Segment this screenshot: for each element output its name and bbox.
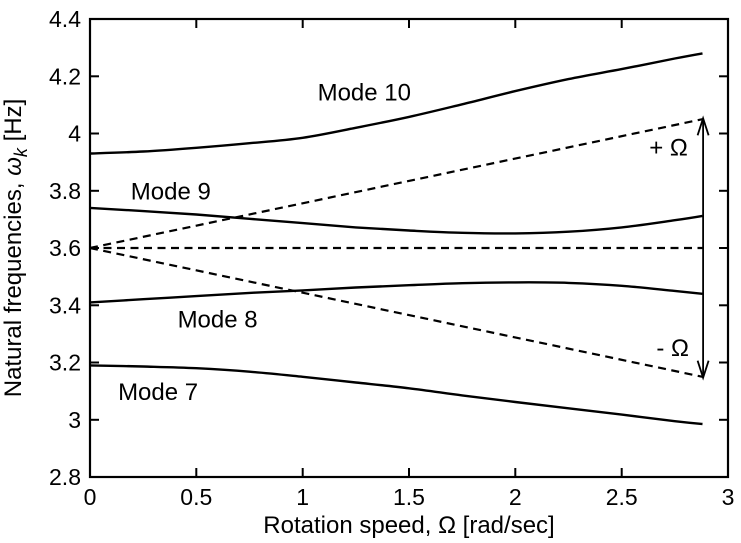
curve-mode-7 xyxy=(89,364,703,426)
annotation-mode-9: Mode 9 xyxy=(131,178,211,205)
y-tick-label-3.8: 3.8 xyxy=(49,178,81,204)
y-axis-label: Natural frequencies, ωk [Hz] xyxy=(0,99,32,398)
arrowhead-up-icon xyxy=(696,115,710,136)
x-tick-label-3: 3 xyxy=(722,484,735,510)
annotation-minus-omega: - Ω xyxy=(656,335,689,362)
annotation-mode-7: Mode 7 xyxy=(118,379,198,406)
curve-mode-8 xyxy=(89,281,703,304)
dashed-line-whirl-plus-omega xyxy=(89,118,703,250)
x-axis-label: Rotation speed, Ω [rad/sec] xyxy=(263,512,555,539)
y-tick-label-4.2: 4.2 xyxy=(49,63,81,89)
omega-subscript: k xyxy=(10,148,31,158)
x-tick-label-2.5: 2.5 xyxy=(606,484,638,510)
x-tick-label-1: 1 xyxy=(296,484,309,510)
x-tick-label-0.5: 0.5 xyxy=(180,484,212,510)
x-tick-label-2: 2 xyxy=(509,484,522,510)
y-tick-label-2.8: 2.8 xyxy=(49,464,81,490)
curve-mode-9 xyxy=(89,206,703,235)
annotation-plus-omega: + Ω xyxy=(649,135,688,162)
y-tick-label-4.4: 4.4 xyxy=(49,6,81,32)
arrowhead-down-icon xyxy=(696,360,710,381)
y-tick-label-3.4: 3.4 xyxy=(49,292,81,318)
x-tick-label-1.5: 1.5 xyxy=(393,484,425,510)
omega-symbol: ω xyxy=(0,157,28,176)
y-axis-label-suffix: [Hz] xyxy=(0,98,28,149)
y-tick-label-4: 4 xyxy=(68,121,81,147)
x-tick-label-0: 0 xyxy=(84,484,97,510)
dashed-line-whirl-minus-omega xyxy=(89,246,703,378)
y-tick-label-3.2: 3.2 xyxy=(49,350,81,376)
y-axis-label-prefix: Natural frequencies, xyxy=(0,175,28,398)
curve-mode-10 xyxy=(89,52,703,155)
annotation-mode-10: Mode 10 xyxy=(318,80,411,107)
annotation-mode-8: Mode 8 xyxy=(178,307,258,334)
y-tick-label-3.6: 3.6 xyxy=(49,235,81,261)
y-tick-label-3: 3 xyxy=(68,407,81,433)
